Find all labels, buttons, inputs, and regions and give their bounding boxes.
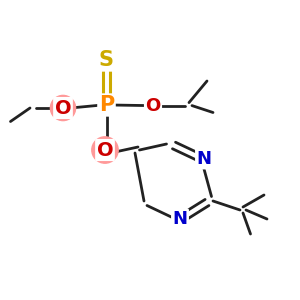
Circle shape	[92, 137, 118, 163]
Text: S: S	[99, 50, 114, 70]
Text: O: O	[97, 140, 113, 160]
Text: O: O	[55, 98, 71, 118]
Text: P: P	[99, 95, 114, 115]
Circle shape	[50, 95, 76, 121]
Text: N: N	[172, 210, 188, 228]
Text: O: O	[146, 97, 160, 115]
Text: N: N	[196, 150, 211, 168]
